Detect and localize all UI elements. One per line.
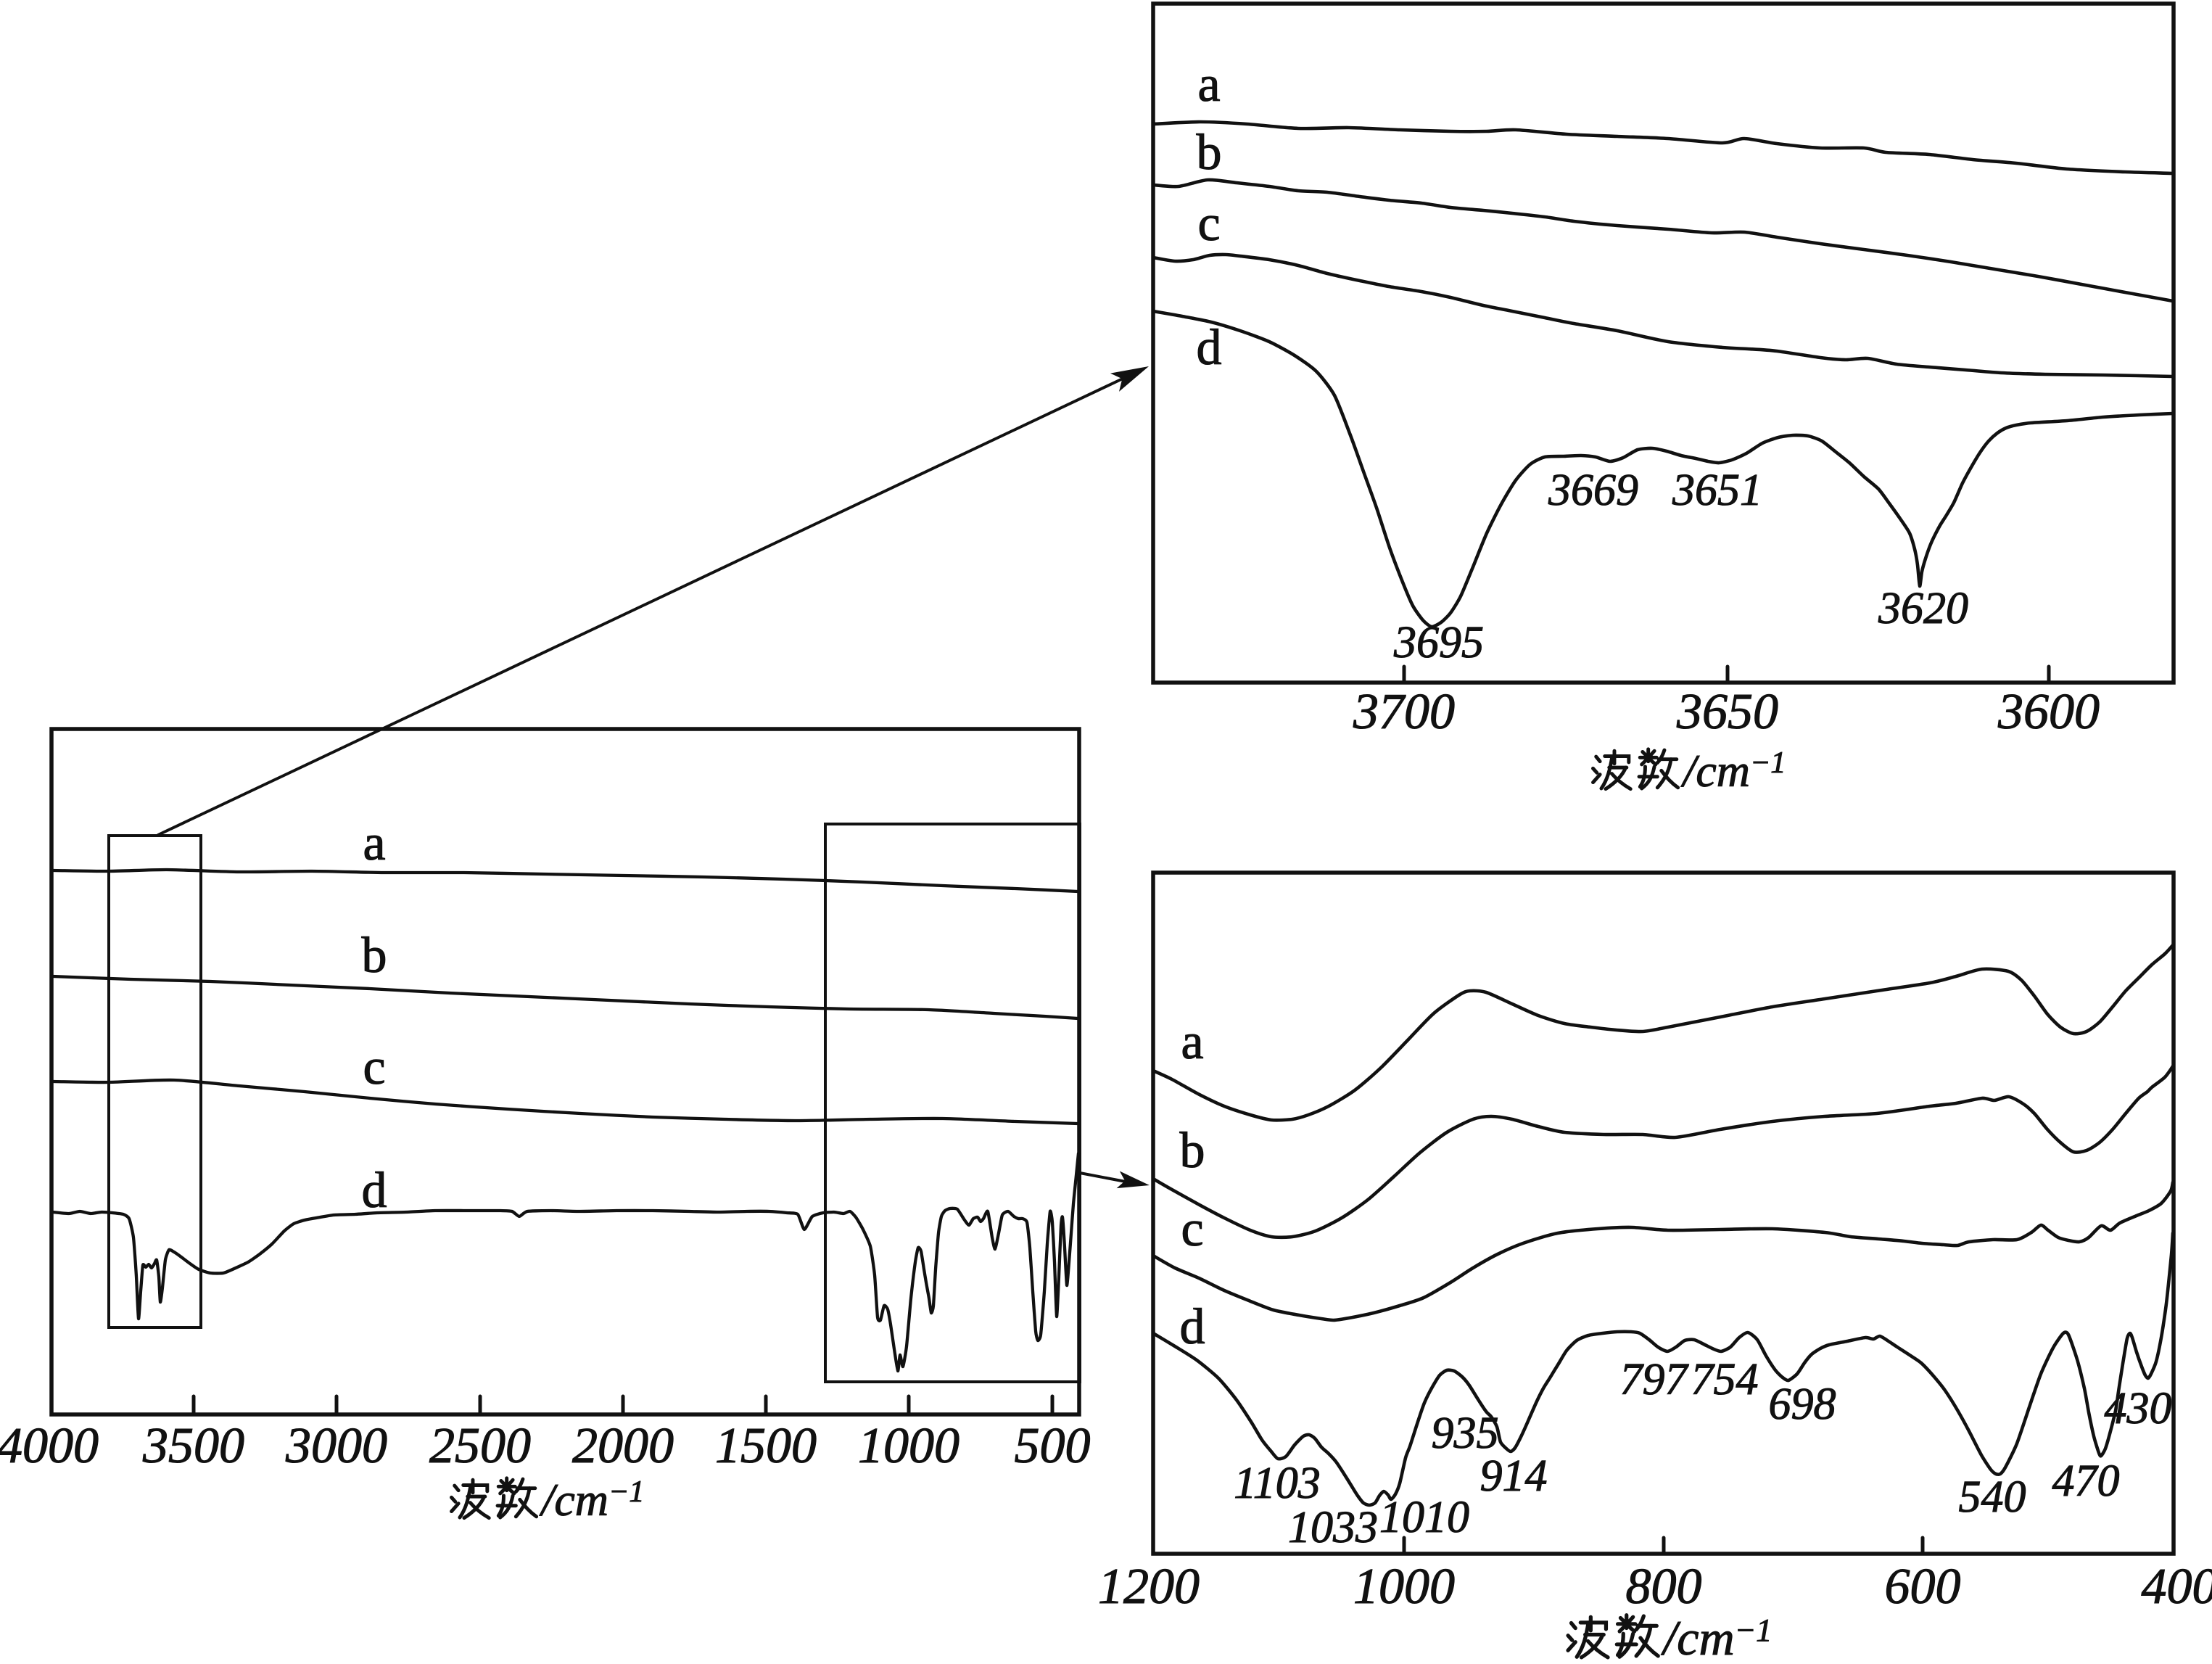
svg-text:3620: 3620 [1878,584,1968,633]
svg-text:b: b [1180,1123,1205,1179]
svg-text:3695: 3695 [1393,618,1484,667]
svg-text:500: 500 [1015,1418,1091,1474]
svg-text:914: 914 [1480,1451,1548,1501]
svg-text:a: a [1181,1014,1203,1070]
svg-text:d: d [1197,320,1222,376]
svg-text:a: a [363,815,385,871]
svg-text:d: d [362,1163,387,1219]
svg-text:400: 400 [2142,1559,2212,1615]
svg-text:1000: 1000 [1353,1559,1455,1615]
svg-text:1103: 1103 [1234,1459,1320,1508]
svg-text:600: 600 [1885,1559,1961,1615]
svg-text:2500: 2500 [429,1418,531,1474]
svg-text:698: 698 [1769,1380,1836,1429]
svg-text:4000: 4000 [0,1418,99,1474]
svg-text:754: 754 [1691,1355,1759,1404]
svg-text:797: 797 [1620,1355,1690,1404]
svg-text:b: b [1197,125,1222,181]
svg-text:935: 935 [1432,1409,1499,1458]
svg-text:c: c [1197,196,1220,252]
svg-text:3500: 3500 [142,1418,244,1474]
svg-text:800: 800 [1626,1559,1702,1615]
svg-text:2000: 2000 [572,1418,674,1474]
svg-text:1010: 1010 [1379,1493,1469,1542]
svg-text:c: c [363,1039,385,1095]
svg-text:1033: 1033 [1288,1503,1378,1552]
svg-text:b: b [362,928,387,984]
svg-text:3000: 3000 [285,1418,387,1474]
svg-text:/cm−1: /cm−1 [540,1474,645,1525]
svg-text:a: a [1197,57,1220,112]
svg-text:3650: 3650 [1676,684,1778,740]
svg-text:d: d [1180,1299,1205,1355]
svg-text:470: 470 [2052,1457,2120,1506]
svg-text:3600: 3600 [1997,684,2100,740]
svg-text:1200: 1200 [1098,1559,1200,1615]
svg-text:1000: 1000 [858,1418,960,1474]
svg-text:3651: 3651 [1672,466,1762,515]
svg-text:3700: 3700 [1353,684,1455,740]
svg-text:c: c [1181,1201,1203,1257]
svg-text:1500: 1500 [715,1418,817,1474]
svg-text:540: 540 [1959,1473,2026,1522]
svg-text:3669: 3669 [1548,466,1638,515]
